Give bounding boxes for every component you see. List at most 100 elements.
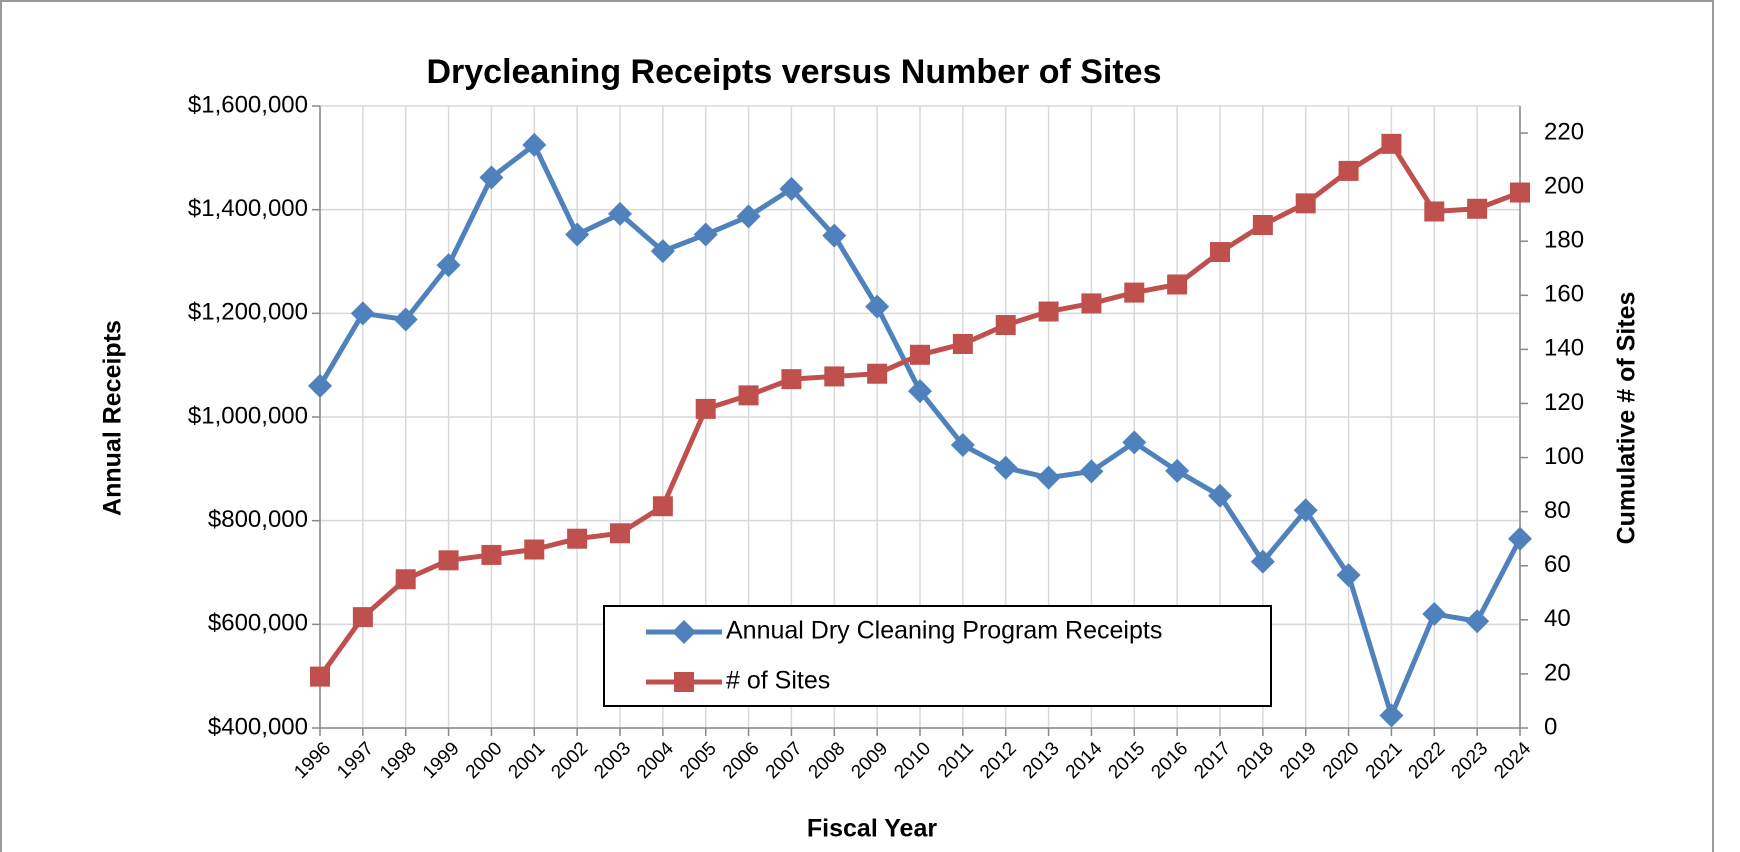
marker (1252, 214, 1273, 235)
y2-tick-label: 60 (1544, 551, 1571, 578)
marker (865, 294, 890, 319)
marker (610, 523, 630, 544)
x-tick-label: 2024 (1490, 738, 1535, 783)
x-tick-label: 2019 (1276, 738, 1321, 783)
marker (1038, 301, 1059, 322)
x-tick-label: 2008 (805, 738, 850, 783)
legend-label: # of Sites (726, 667, 830, 695)
marker (479, 165, 504, 190)
marker (738, 385, 759, 406)
x-tick-label: 2009 (847, 738, 892, 783)
marker (1165, 458, 1190, 483)
x-tick-label: 2005 (676, 738, 721, 783)
y-tick-label: $400,000 (208, 713, 308, 740)
marker (308, 373, 332, 398)
marker (952, 333, 973, 354)
marker (652, 496, 673, 517)
marker (1167, 274, 1188, 295)
y2-axis-title: Cumulative # of Sites (1613, 292, 1641, 545)
marker (1338, 160, 1359, 181)
marker (1424, 201, 1445, 222)
marker (995, 315, 1016, 336)
x-tick-label: 2012 (976, 738, 1021, 783)
x-tick-label: 2002 (547, 738, 592, 783)
y2-tick-label: 200 (1544, 172, 1584, 199)
x-tick-label: 2010 (890, 738, 935, 783)
marker (824, 366, 845, 387)
y2-tick-label: 20 (1544, 659, 1571, 686)
x-tick-label: 2017 (1190, 738, 1235, 783)
y2-tick-label: 100 (1544, 443, 1584, 470)
y2-tick-label: 80 (1544, 497, 1571, 524)
x-tick-label: 2022 (1405, 738, 1450, 783)
x-tick-label: 2016 (1147, 738, 1192, 783)
marker (822, 223, 847, 248)
marker (867, 363, 888, 384)
marker (522, 132, 547, 157)
x-axis-title: Fiscal Year (807, 815, 937, 843)
y2-tick-label: 180 (1544, 227, 1584, 254)
marker (910, 344, 930, 365)
marker (395, 569, 416, 590)
marker (1465, 609, 1490, 634)
marker (779, 176, 804, 201)
x-tick-label: 2000 (462, 738, 507, 783)
marker (1079, 459, 1104, 484)
x-tick-label: 2007 (762, 738, 807, 783)
marker (481, 544, 502, 565)
marker (908, 379, 932, 404)
x-tick-label: 2014 (1062, 738, 1107, 783)
marker (1036, 465, 1061, 490)
legend-label: Annual Dry Cleaning Program Receipts (726, 617, 1162, 645)
marker (438, 550, 459, 571)
marker (1381, 133, 1402, 154)
marker (781, 369, 802, 390)
y-tick-label: $1,000,000 (188, 402, 308, 429)
marker (1250, 549, 1275, 574)
y-tick-label: $1,400,000 (188, 195, 308, 222)
chart-title: Drycleaning Receipts versus Number of Si… (426, 53, 1161, 91)
marker (350, 301, 375, 326)
marker (695, 398, 716, 419)
x-tick-label: 2004 (633, 738, 678, 783)
y2-tick-label: 220 (1544, 118, 1584, 145)
y-tick-label: $600,000 (208, 610, 308, 637)
x-tick-label: 2015 (1105, 738, 1150, 783)
marker (674, 672, 694, 692)
marker (565, 222, 590, 247)
x-tick-label: 2013 (1019, 738, 1064, 783)
y2-tick-label: 120 (1544, 389, 1584, 416)
x-tick-label: 2018 (1233, 738, 1278, 783)
x-tick-label: 2020 (1319, 738, 1364, 783)
marker (693, 222, 718, 247)
marker (1122, 430, 1147, 455)
x-tick-label: 2023 (1447, 738, 1492, 783)
x-tick-label: 1996 (290, 738, 335, 783)
x-tick-label: 1998 (376, 738, 421, 783)
y-axis-title: Annual Receipts (99, 320, 127, 516)
marker (567, 528, 588, 549)
marker (1422, 601, 1447, 626)
x-tick-label: 2006 (719, 738, 764, 783)
marker (1336, 563, 1361, 588)
y2-tick-label: 140 (1544, 335, 1584, 362)
marker (993, 455, 1018, 480)
marker (352, 607, 373, 628)
marker (310, 666, 330, 687)
y2-tick-label: 0 (1544, 713, 1557, 740)
marker (1295, 193, 1316, 214)
marker (1293, 498, 1318, 523)
marker (1510, 182, 1530, 203)
x-tick-label: 2001 (505, 738, 550, 783)
marker (736, 204, 761, 229)
marker (1508, 526, 1532, 551)
legend-box (603, 605, 1272, 707)
marker (650, 239, 675, 264)
marker (1081, 293, 1102, 314)
y-tick-label: $1,200,000 (188, 299, 308, 326)
marker (1124, 282, 1145, 303)
marker (672, 620, 696, 644)
x-tick-label: 1999 (419, 738, 464, 783)
x-tick-label: 1997 (333, 738, 378, 783)
marker (524, 539, 545, 560)
